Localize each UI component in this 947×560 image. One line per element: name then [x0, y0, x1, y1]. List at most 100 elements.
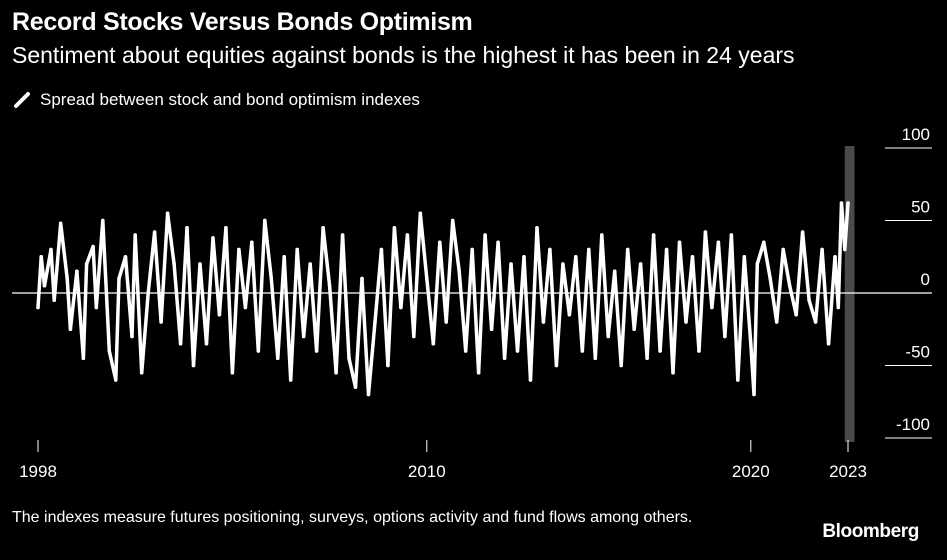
series-point [658, 349, 662, 353]
series-point [191, 363, 196, 368]
series-point [836, 305, 841, 310]
series-point [282, 254, 287, 259]
series-point [36, 305, 40, 310]
series-point [729, 233, 734, 237]
x-tick-label: 1998 [19, 462, 57, 480]
series-point [75, 269, 79, 274]
series-point [165, 211, 170, 216]
series-point [39, 254, 44, 259]
series-point [386, 363, 390, 368]
series-point [133, 233, 137, 237]
series-point [113, 378, 118, 382]
series-point [574, 254, 578, 259]
series-point [632, 327, 636, 332]
series-point [703, 230, 708, 234]
series-point [243, 305, 248, 310]
line-chart: 100 50 0 -50 -100 1998 2010 2020 2023 [12, 125, 932, 480]
series-point [353, 385, 358, 390]
series-point [781, 247, 785, 252]
series-point [334, 370, 338, 375]
series-point [489, 327, 494, 332]
series-point [593, 356, 598, 361]
series-point [379, 247, 384, 252]
series-point [425, 276, 429, 281]
series-point [761, 240, 766, 245]
series-point [710, 305, 714, 310]
series-point [736, 378, 740, 382]
series-point [625, 247, 630, 252]
series-point [444, 320, 449, 324]
x-tick-label: 2010 [408, 462, 446, 480]
y-tick-label: 0 [921, 270, 930, 289]
series-point [301, 334, 306, 339]
series-point [800, 230, 805, 234]
series-point [65, 276, 69, 281]
series-point [846, 201, 850, 205]
series-point [470, 247, 474, 252]
chart-subtitle: Sentiment about equities against bonds i… [12, 42, 795, 68]
series-point [684, 320, 688, 324]
series-point [677, 240, 682, 245]
series-point [463, 349, 468, 353]
series-point [405, 233, 410, 237]
series-point [230, 370, 235, 375]
series-point [211, 236, 215, 240]
series-point [256, 349, 261, 353]
series-point [68, 327, 73, 332]
series-point [314, 349, 319, 353]
series-point [172, 262, 176, 266]
series-point [587, 247, 591, 252]
series-point [599, 233, 604, 237]
series-point [742, 254, 747, 259]
series-point [561, 262, 565, 266]
series-point [269, 276, 274, 281]
series-point [457, 269, 462, 274]
series-point [159, 320, 163, 324]
series-point [224, 225, 228, 230]
series-point [651, 233, 656, 237]
series-point [321, 225, 325, 230]
chart-title: Record Stocks Versus Bonds Optimism [12, 8, 473, 36]
series-point [107, 349, 112, 353]
highlight-band [844, 146, 855, 442]
series-point [842, 247, 847, 252]
series-point [130, 334, 134, 339]
series-point [671, 370, 675, 375]
series-point [49, 247, 53, 252]
x-tick-label: 2023 [829, 462, 867, 480]
series-point [522, 254, 526, 259]
series-point [515, 349, 520, 353]
series-point [275, 356, 280, 361]
series-point [84, 262, 89, 266]
series-point [749, 341, 753, 346]
series-point [431, 341, 436, 346]
series-point [340, 233, 345, 237]
series-point [52, 298, 56, 303]
series-point [638, 262, 643, 266]
series-point [839, 201, 844, 205]
series-point [580, 349, 585, 353]
series-point [418, 211, 423, 216]
series-point [723, 334, 727, 339]
series-point [288, 378, 293, 382]
series-point [437, 240, 442, 245]
series-point [755, 262, 760, 266]
series-point [567, 312, 572, 317]
series-point [94, 305, 99, 310]
series-point [690, 254, 695, 259]
series-point [619, 363, 623, 368]
series-point [399, 305, 403, 310]
series-point [42, 283, 47, 288]
series-point [237, 247, 241, 252]
series-point [774, 320, 779, 324]
series-point [91, 244, 95, 249]
series-point [373, 320, 377, 324]
series-point [502, 356, 507, 361]
footnote: The indexes measure futures positioning,… [12, 509, 693, 526]
series-point [185, 225, 189, 230]
series-point [327, 283, 332, 288]
series-point [833, 254, 837, 259]
series-point [81, 356, 86, 361]
series-point [139, 370, 144, 375]
series-point [554, 363, 559, 368]
